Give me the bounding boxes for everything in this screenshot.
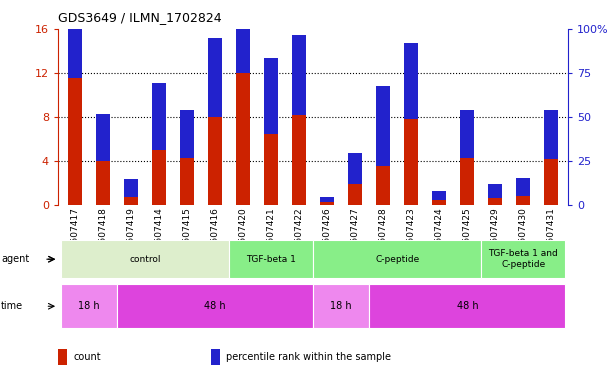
Bar — [208, 38, 222, 117]
Text: GSM507425: GSM507425 — [463, 207, 472, 262]
Text: GSM507419: GSM507419 — [126, 207, 136, 262]
Bar — [432, 200, 446, 205]
Bar — [229, 240, 313, 278]
Bar — [376, 86, 390, 166]
Bar — [264, 58, 278, 134]
Text: GSM507418: GSM507418 — [98, 207, 108, 262]
Text: GSM507421: GSM507421 — [266, 207, 276, 262]
Text: agent: agent — [1, 254, 29, 264]
Bar — [236, 0, 250, 73]
Bar — [376, 166, 390, 205]
Bar — [404, 43, 419, 119]
Text: 48 h: 48 h — [456, 301, 478, 311]
Bar — [320, 202, 334, 205]
Bar — [292, 115, 306, 205]
Bar — [460, 110, 474, 158]
Bar — [313, 240, 481, 278]
Bar — [313, 284, 369, 328]
Bar — [460, 158, 474, 205]
Bar — [544, 159, 558, 205]
Bar — [516, 195, 530, 205]
Bar — [264, 134, 278, 205]
Bar — [61, 284, 117, 328]
Text: TGF-beta 1: TGF-beta 1 — [246, 255, 296, 264]
Bar — [96, 114, 110, 161]
Text: GSM507424: GSM507424 — [435, 207, 444, 262]
Bar — [96, 161, 110, 205]
Text: GSM507426: GSM507426 — [323, 207, 332, 262]
Bar — [348, 184, 362, 205]
Bar — [180, 158, 194, 205]
Bar — [320, 197, 334, 202]
Bar — [516, 178, 530, 195]
Text: GSM507422: GSM507422 — [295, 207, 304, 262]
Bar — [180, 110, 194, 158]
Text: 18 h: 18 h — [331, 301, 352, 311]
Bar — [488, 198, 502, 205]
Bar — [152, 83, 166, 150]
Text: GSM507427: GSM507427 — [351, 207, 360, 262]
Bar — [68, 0, 82, 78]
Text: GSM507431: GSM507431 — [547, 207, 556, 262]
Text: 48 h: 48 h — [204, 301, 226, 311]
Bar — [488, 184, 502, 198]
Bar — [152, 150, 166, 205]
Text: time: time — [1, 301, 23, 311]
Bar — [61, 240, 229, 278]
Bar — [124, 197, 138, 205]
Text: GSM507416: GSM507416 — [211, 207, 219, 262]
Text: control: control — [129, 255, 161, 264]
Text: GSM507415: GSM507415 — [183, 207, 191, 262]
Bar — [432, 191, 446, 200]
Text: GDS3649 / ILMN_1702824: GDS3649 / ILMN_1702824 — [58, 12, 222, 25]
Text: GSM507417: GSM507417 — [70, 207, 79, 262]
Text: percentile rank within the sample: percentile rank within the sample — [226, 352, 391, 362]
Text: GSM507423: GSM507423 — [407, 207, 415, 262]
Bar — [348, 153, 362, 184]
Bar — [236, 73, 250, 205]
Text: TGF-beta 1 and
C-peptide: TGF-beta 1 and C-peptide — [489, 250, 558, 269]
Text: count: count — [73, 352, 101, 362]
Text: GSM507429: GSM507429 — [491, 207, 500, 262]
Text: GSM507420: GSM507420 — [238, 207, 247, 262]
Text: GSM507428: GSM507428 — [379, 207, 388, 262]
Text: C-peptide: C-peptide — [375, 255, 419, 264]
Bar — [544, 109, 558, 159]
Text: GSM507414: GSM507414 — [155, 207, 164, 262]
Bar — [208, 117, 222, 205]
Bar — [292, 35, 306, 115]
Bar — [124, 179, 138, 197]
Text: GSM507430: GSM507430 — [519, 207, 528, 262]
Text: 18 h: 18 h — [78, 301, 100, 311]
Bar — [369, 284, 565, 328]
Bar — [117, 284, 313, 328]
Bar — [68, 78, 82, 205]
Bar — [481, 240, 565, 278]
Bar — [404, 119, 419, 205]
